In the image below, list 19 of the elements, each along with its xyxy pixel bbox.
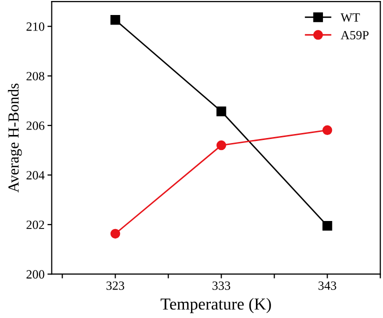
point: [322, 220, 332, 231]
point: [216, 140, 226, 150]
x-tick-label: 333: [212, 281, 230, 290]
y-tick-label: 200: [26, 270, 44, 279]
y-tick-label: 210: [26, 22, 44, 31]
x-axis-title: Temperature (K): [160, 298, 271, 314]
legend-label: WT: [340, 13, 360, 22]
y-tick-label: 208: [26, 72, 44, 80]
y-tick-label: 206: [26, 121, 44, 130]
point: [110, 228, 120, 239]
x-tick-label: 343: [318, 281, 336, 290]
point: [322, 125, 332, 136]
point: [110, 15, 120, 25]
point: [216, 106, 226, 116]
y-tick-label: 202: [26, 220, 44, 230]
y-tick-label: 204: [26, 171, 45, 180]
y-axis-title: Average H-Bonds: [8, 84, 22, 193]
legend-label: A59P: [340, 30, 369, 40]
x-tick-label: 323: [106, 281, 124, 290]
